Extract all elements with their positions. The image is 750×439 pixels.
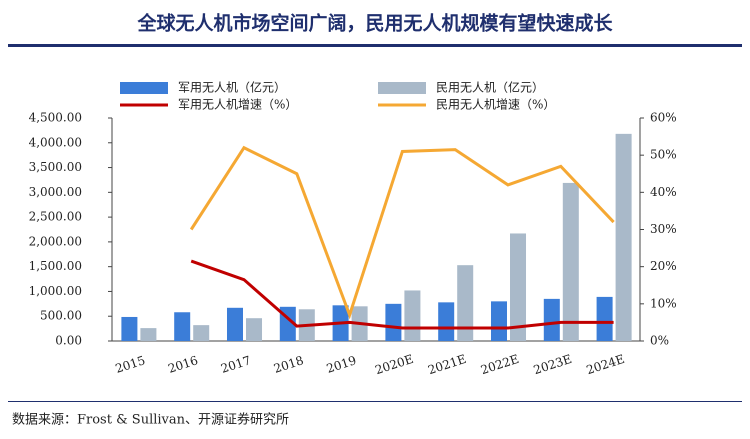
y-tick-label: 500.00 bbox=[40, 309, 82, 323]
legend-swatch bbox=[378, 82, 426, 94]
y-tick-label: 4,000.00 bbox=[29, 135, 82, 149]
x-tick-label: 2016 bbox=[166, 353, 199, 376]
y-tick-label: 1,500.00 bbox=[29, 259, 82, 273]
y2-tick-label: 20% bbox=[650, 259, 677, 273]
y-tick-label: 3,000.00 bbox=[29, 185, 82, 199]
line bbox=[190, 259, 614, 330]
bar bbox=[543, 298, 560, 341]
legend-label: 军用无人机增速（%） bbox=[178, 98, 297, 112]
bar bbox=[490, 301, 507, 341]
legend-label: 民用无人机增速（%） bbox=[436, 98, 555, 112]
bar bbox=[121, 316, 138, 341]
bar bbox=[457, 265, 474, 341]
bar bbox=[510, 233, 527, 341]
source: 数据来源：Frost & Sullivan、开源证券研究所 bbox=[12, 412, 289, 428]
x-tick-label: 2021E bbox=[426, 352, 468, 377]
legend-swatch bbox=[120, 82, 168, 94]
source-rule bbox=[8, 401, 742, 402]
x-tick-label: 2015 bbox=[114, 353, 147, 376]
bar bbox=[615, 133, 632, 341]
bar bbox=[193, 325, 210, 341]
x-tick-label: 2017 bbox=[219, 353, 252, 376]
x-tick-label: 2018 bbox=[272, 353, 305, 376]
bar bbox=[174, 312, 191, 341]
y-tick-label: 2,000.00 bbox=[29, 234, 82, 248]
x-tick-label: 2020E bbox=[373, 352, 415, 377]
bar bbox=[226, 307, 243, 341]
bar bbox=[246, 318, 263, 341]
y-tick-label: 2,500.00 bbox=[29, 210, 82, 224]
x-tick-label: 2022E bbox=[479, 352, 521, 377]
legend-label: 民用无人机（亿元） bbox=[436, 80, 544, 95]
y-tick-label: 3,500.00 bbox=[29, 160, 82, 174]
bar bbox=[385, 303, 402, 341]
bar bbox=[404, 290, 421, 341]
y2-tick-label: 50% bbox=[650, 148, 677, 162]
y-tick-label: 1,000.00 bbox=[29, 284, 82, 298]
y2-tick-label: 60% bbox=[650, 111, 677, 125]
x-tick-label: 2024E bbox=[585, 352, 627, 377]
y2-tick-label: 0% bbox=[650, 334, 669, 348]
y-tick-label: 4,500.00 bbox=[29, 111, 82, 125]
y2-tick-label: 40% bbox=[650, 185, 677, 199]
chart-title: 全球无人机市场空间广阔，民用无人机规模有望快速成长 bbox=[136, 12, 613, 35]
legend-label: 军用无人机（亿元） bbox=[178, 80, 286, 95]
bar bbox=[438, 302, 455, 341]
x-tick-label: 2023E bbox=[532, 352, 574, 377]
y2-tick-label: 10% bbox=[650, 296, 677, 310]
title-rule bbox=[8, 44, 742, 47]
y2-tick-label: 30% bbox=[650, 222, 677, 236]
bar bbox=[596, 296, 613, 341]
bar bbox=[140, 328, 157, 341]
bar bbox=[562, 182, 579, 341]
y-tick-label: 0.00 bbox=[55, 334, 82, 348]
line bbox=[189, 145, 615, 320]
x-tick-label: 2019 bbox=[325, 353, 358, 376]
